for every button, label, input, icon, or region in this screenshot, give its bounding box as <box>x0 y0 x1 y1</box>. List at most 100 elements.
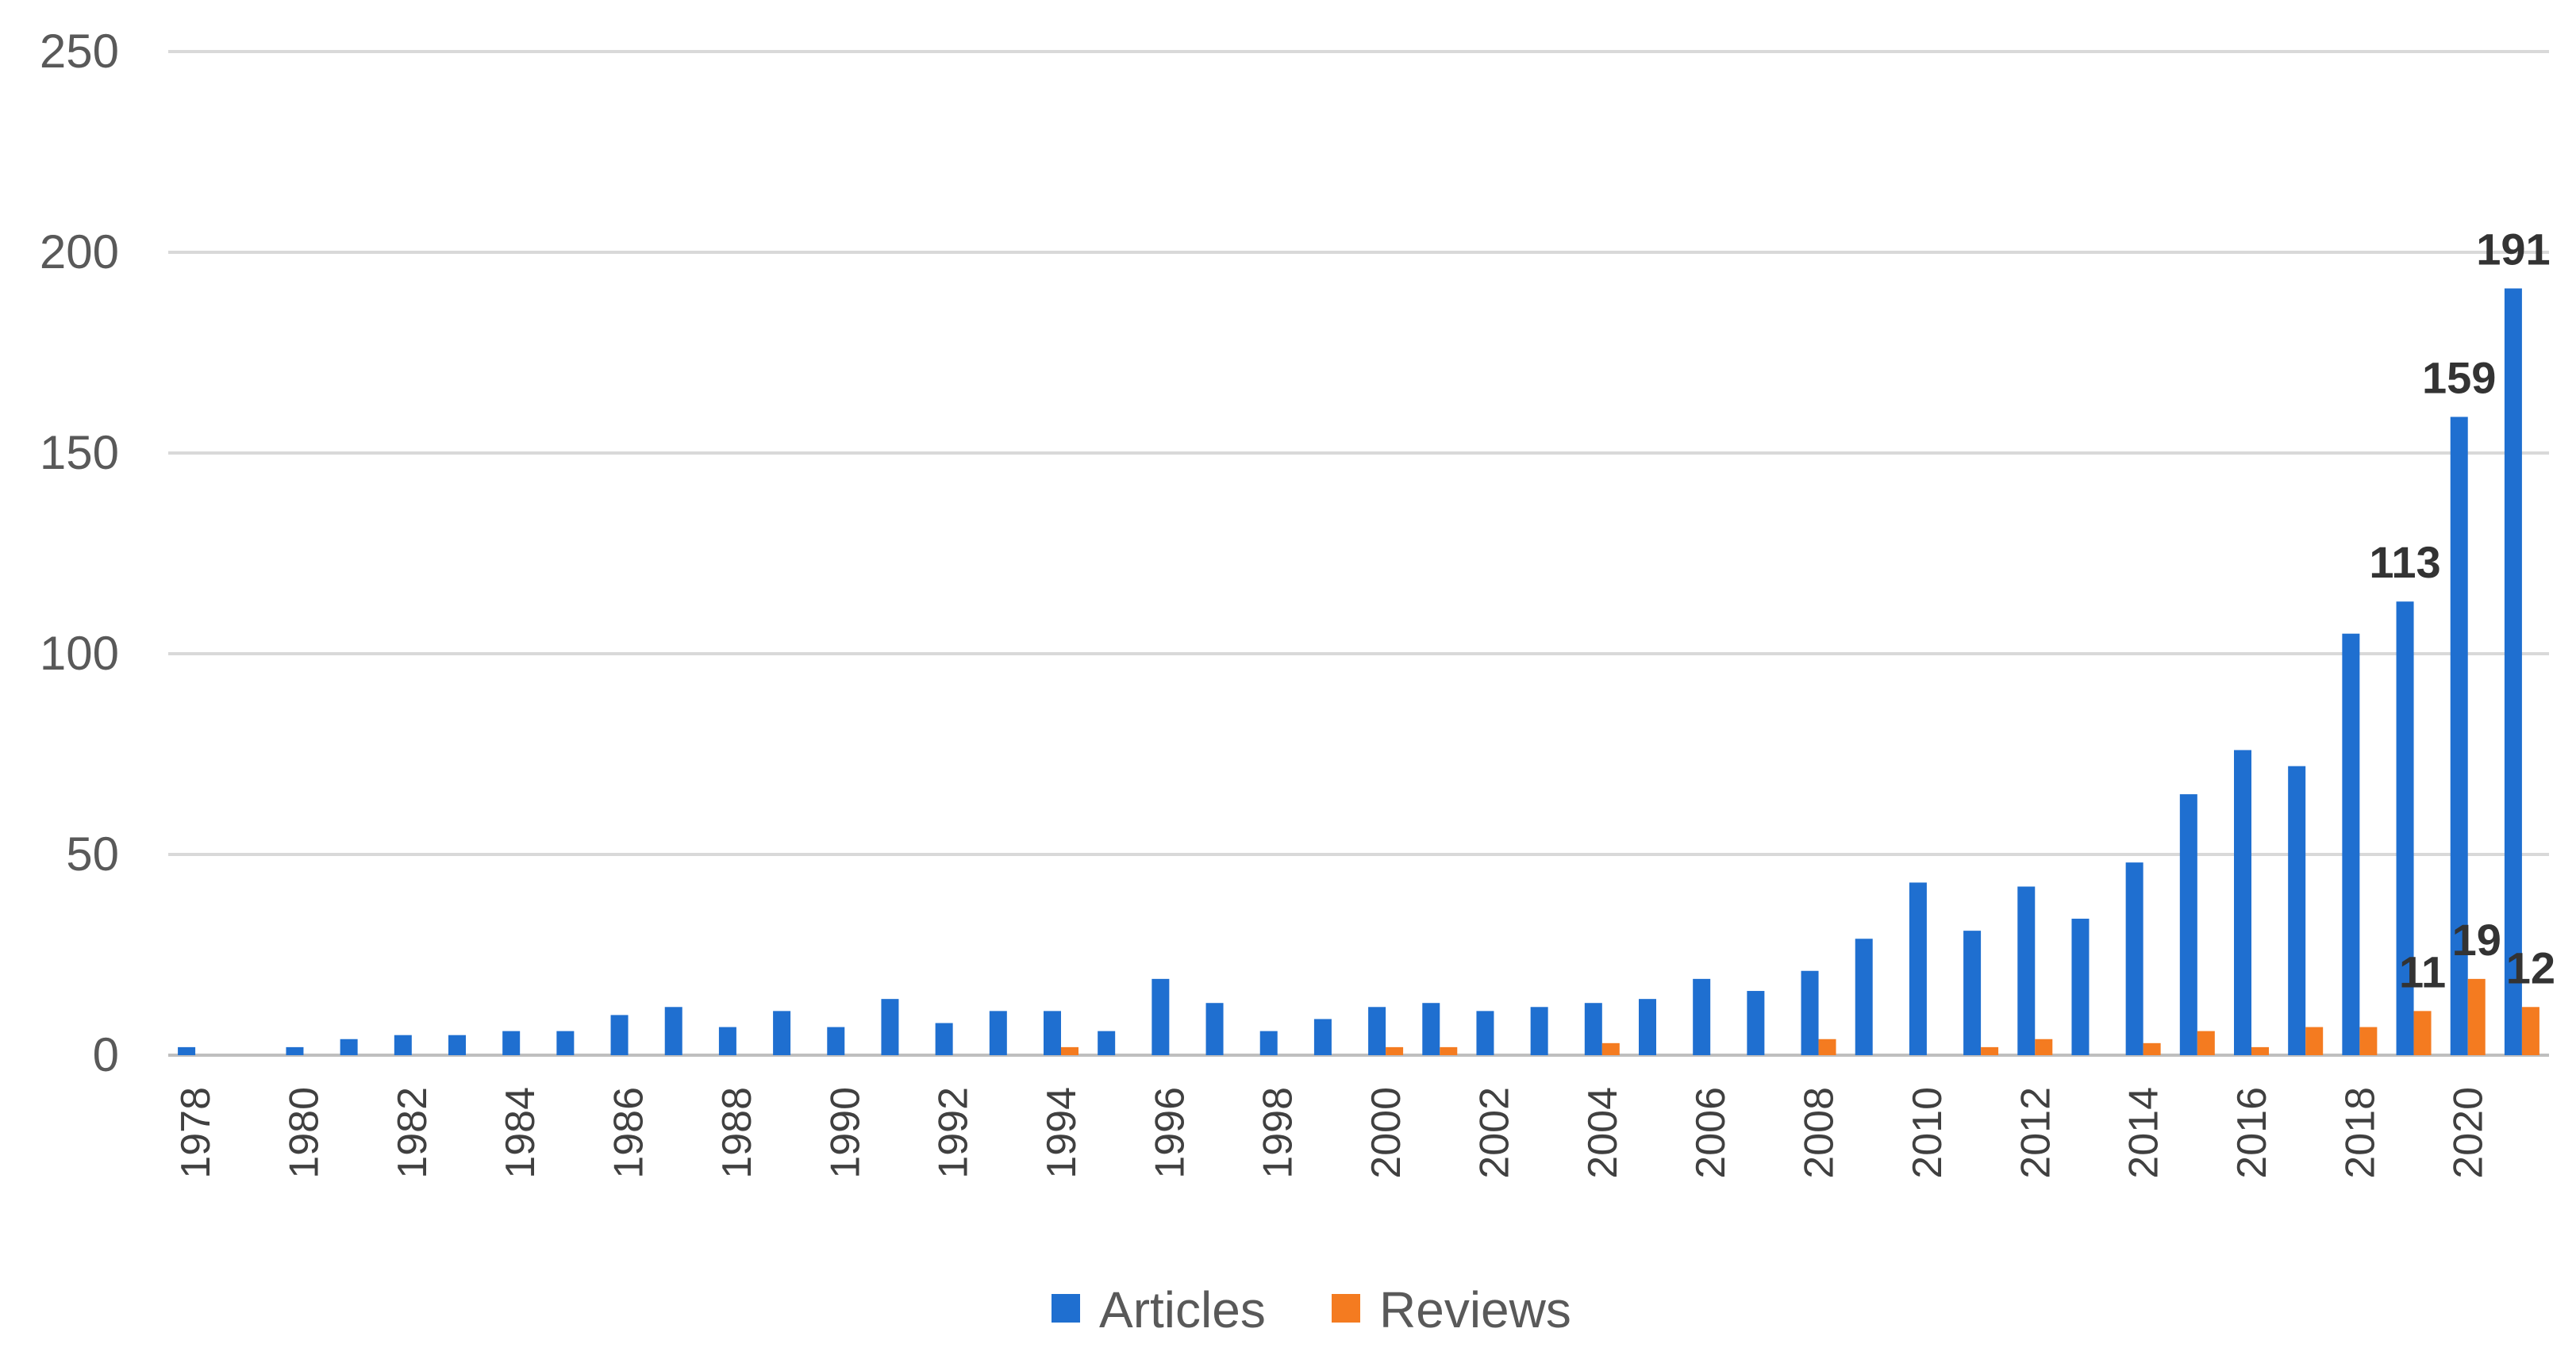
y-tick-label: 250 <box>40 25 119 78</box>
bar-reviews-2019 <box>2413 1011 2432 1055</box>
bar-articles-1989 <box>773 1011 791 1055</box>
data-label-articles-2019: 113 <box>2369 537 2440 587</box>
bar-articles-2008 <box>1801 970 1819 1055</box>
bar-articles-1995 <box>1098 1031 1116 1055</box>
bar-articles-1984 <box>502 1031 521 1055</box>
x-tick-label: 1986 <box>606 1087 652 1179</box>
y-tick-label: 50 <box>66 827 119 881</box>
bar-articles-1986 <box>610 1015 629 1055</box>
bar-articles-1991 <box>881 999 899 1055</box>
x-tick-label: 1980 <box>281 1087 327 1179</box>
bar-articles-2016 <box>2234 750 2251 1055</box>
x-tick-label: 1992 <box>931 1087 977 1179</box>
bar-articles-2014 <box>2125 862 2143 1055</box>
bar-articles-2017 <box>2288 766 2306 1055</box>
y-tick-label: 0 <box>93 1028 119 1081</box>
bar-articles-1993 <box>989 1011 1007 1055</box>
bar-articles-1998 <box>1259 1031 1278 1055</box>
y-tick-label: 150 <box>40 426 119 479</box>
bar-articles-2007 <box>1747 991 1765 1055</box>
bar-articles-2011 <box>1963 931 1982 1055</box>
bar-articles-1992 <box>935 1023 953 1055</box>
x-tick-label: 2014 <box>2121 1087 2167 1179</box>
x-tick-label: 1984 <box>498 1087 544 1179</box>
bar-articles-2006 <box>1693 978 1711 1055</box>
y-tick-label: 100 <box>40 627 119 680</box>
bar-articles-2021 <box>2504 288 2522 1055</box>
x-tick-label: 1988 <box>714 1087 760 1179</box>
bar-articles-1981 <box>340 1039 358 1055</box>
bar-articles-2003 <box>1530 1007 1548 1055</box>
data-label-reviews-2020: 19 <box>2452 915 2501 965</box>
x-tick-label: 1978 <box>173 1087 219 1179</box>
bar-articles-2000 <box>1368 1007 1386 1055</box>
legend: Articles Reviews <box>1052 1281 1571 1338</box>
bar-articles-1990 <box>827 1027 845 1055</box>
bar-articles-2001 <box>1422 1003 1440 1055</box>
legend-swatch-reviews <box>1332 1294 1360 1323</box>
x-tick-label: 2004 <box>1580 1087 1626 1179</box>
bar-articles-1985 <box>556 1031 575 1055</box>
bar-articles-1997 <box>1205 1003 1224 1055</box>
bar-articles-2005 <box>1639 999 1656 1055</box>
x-tick-label: 2002 <box>1471 1087 1517 1179</box>
bar-articles-1999 <box>1313 1019 1332 1055</box>
bar-articles-2009 <box>1855 939 1873 1055</box>
bar-articles-2004 <box>1584 1003 1602 1055</box>
x-tick-label: 2008 <box>1797 1087 1843 1179</box>
bar-articles-1994 <box>1044 1011 1061 1055</box>
bar-reviews-2011 <box>1981 1046 1999 1055</box>
bar-articles-2015 <box>2179 794 2197 1055</box>
bar-reviews-1994 <box>1061 1046 1078 1055</box>
bar-articles-2020 <box>2450 417 2468 1055</box>
bar-reviews-2004 <box>1601 1042 1620 1055</box>
bar-reviews-2015 <box>2197 1031 2215 1055</box>
legend-label-reviews: Reviews <box>1379 1281 1571 1338</box>
bars <box>178 288 2539 1055</box>
bar-reviews-2016 <box>2251 1046 2269 1055</box>
data-label-reviews-2019: 11 <box>2399 946 2446 996</box>
bar-reviews-2018 <box>2359 1027 2378 1055</box>
x-tick-label: 2006 <box>1688 1087 1734 1179</box>
bar-reviews-2017 <box>2305 1027 2324 1055</box>
bar-reviews-2020 <box>2467 978 2486 1055</box>
bar-articles-1980 <box>286 1046 304 1055</box>
data-label-articles-2020: 159 <box>2422 352 2496 402</box>
x-tick-label: 2010 <box>1905 1087 1951 1179</box>
bar-reviews-2012 <box>2035 1039 2053 1055</box>
y-tick-label: 200 <box>40 225 119 278</box>
bar-articles-2019 <box>2396 601 2414 1055</box>
data-label-reviews-2021: 12 <box>2506 943 2555 992</box>
x-tick-label: 1994 <box>1039 1087 1085 1179</box>
bar-reviews-2001 <box>1440 1046 1458 1055</box>
x-tick-label: 1990 <box>822 1087 868 1179</box>
y-axis-ticks: 0 50 100 150 200 250 <box>40 25 119 1081</box>
bar-articles-1987 <box>664 1007 682 1055</box>
bar-articles-1988 <box>718 1027 736 1055</box>
bar-articles-2002 <box>1476 1011 1494 1055</box>
x-tick-label: 2000 <box>1363 1087 1409 1179</box>
bar-reviews-2021 <box>2521 1007 2539 1055</box>
x-tick-label: 1996 <box>1147 1087 1193 1179</box>
bar-reviews-2000 <box>1386 1046 1404 1055</box>
data-label-articles-2021: 191 <box>2476 225 2550 275</box>
bar-articles-2010 <box>1909 882 1927 1055</box>
x-tick-label: 2020 <box>2446 1087 2492 1179</box>
x-axis-ticks: 1978 1980 1982 1984 1986 1988 1990 1992 1994 1996… <box>173 1087 2492 1179</box>
x-tick-label: 1998 <box>1255 1087 1301 1179</box>
x-tick-label: 1982 <box>390 1087 436 1179</box>
bar-articles-1983 <box>448 1035 466 1055</box>
x-tick-label: 2016 <box>2229 1087 2275 1179</box>
bar-articles-2012 <box>2017 886 2036 1055</box>
bar-articles-2018 <box>2342 633 2360 1055</box>
x-tick-label: 2012 <box>2013 1087 2059 1179</box>
bar-articles-1978 <box>178 1046 196 1055</box>
legend-swatch-articles <box>1052 1294 1080 1323</box>
bar-articles-1996 <box>1152 978 1170 1055</box>
bar-articles-1982 <box>394 1035 412 1055</box>
bar-articles-2013 <box>2071 918 2090 1055</box>
bar-reviews-2008 <box>1818 1039 1836 1055</box>
